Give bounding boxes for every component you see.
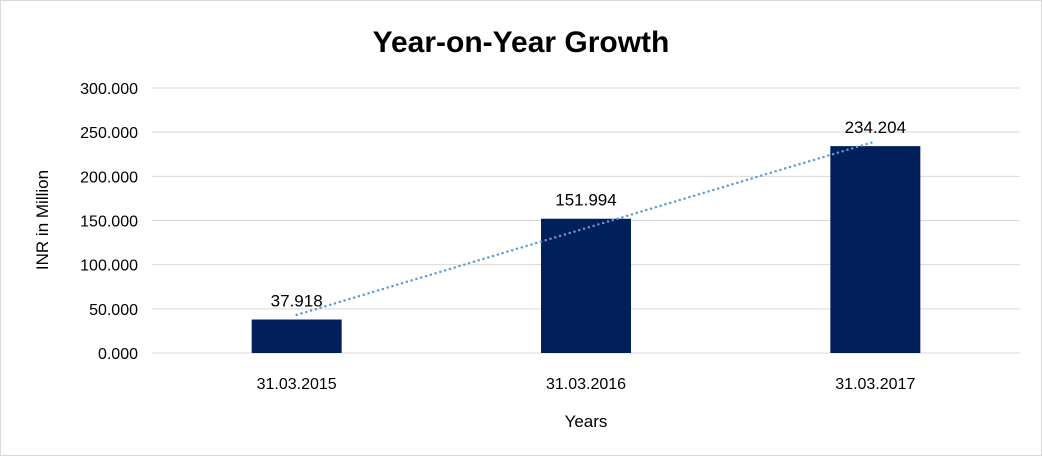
chart-title: Year-on-Year Growth — [373, 26, 670, 59]
bar-31.03.2016 — [541, 218, 631, 353]
data-label: 37.918 — [271, 292, 323, 311]
bar-31.03.2017 — [830, 146, 921, 353]
y-tick-label: 200.000 — [80, 169, 138, 186]
y-tick-label: 50.000 — [89, 302, 138, 319]
y-tick-label: 250.000 — [80, 125, 138, 142]
x-tick-label: 31.03.2015 — [257, 376, 337, 393]
y-tick-label: 100.000 — [80, 258, 138, 275]
y-tick-label: 0.000 — [98, 346, 138, 363]
y-tick-label: 150.000 — [80, 214, 138, 231]
x-tick-label: 31.03.2016 — [546, 376, 626, 393]
bar-31.03.2015 — [251, 319, 342, 353]
trendline — [295, 140, 877, 317]
data-label: 234.204 — [845, 118, 906, 137]
data-label: 151.994 — [555, 191, 616, 210]
x-tick-label: 31.03.2017 — [835, 376, 915, 393]
y-tick-label: 300.000 — [80, 81, 138, 98]
y-axis-label: INR in Million — [33, 170, 52, 270]
x-axis-label: Years — [565, 412, 608, 431]
